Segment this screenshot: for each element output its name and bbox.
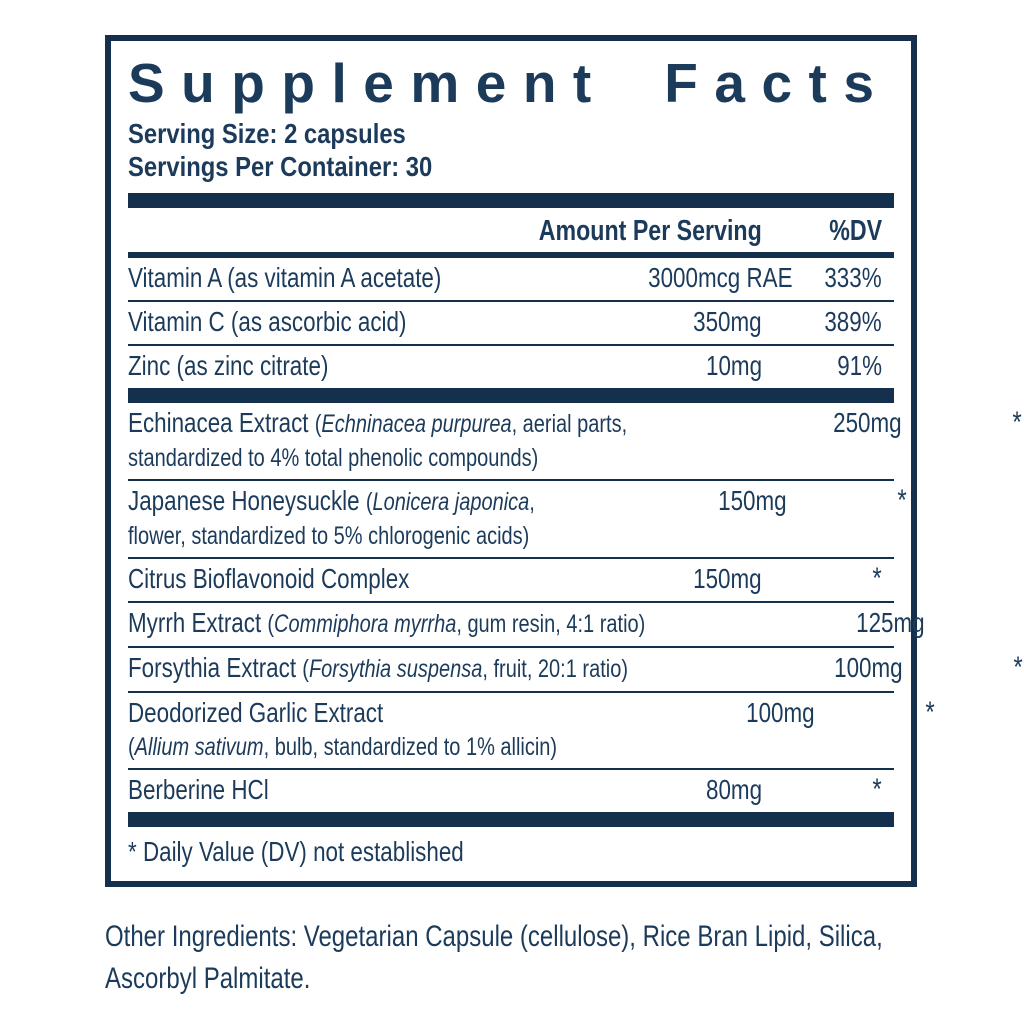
ingredient-row: Echinacea Extract (Echninacea purpurea, … xyxy=(128,403,1022,481)
ingredient-amount: 350mg xyxy=(693,306,763,337)
ingredient-row: Berberine HCl 80mg * xyxy=(128,770,894,812)
ingredient-dv: * xyxy=(1012,406,1022,439)
ingredient-amount: 100mg xyxy=(834,652,903,683)
ingredient-name-line: (Allium sativum, bulb, standardized to 1… xyxy=(128,733,558,761)
ingredient-row: Forsythia Extract (Forsythia suspensa, f… xyxy=(128,648,1023,693)
dv-footnote: * Daily Value (DV) not established xyxy=(128,836,464,867)
divider-bar xyxy=(128,812,894,827)
ingredient-dv: * xyxy=(925,696,935,729)
ingredient-name-line: Berberine HCl xyxy=(128,774,269,805)
ingredient-amount: 80mg xyxy=(705,774,762,805)
ingredient-name: Deodorized Garlic Extract (Allium sativum… xyxy=(128,696,664,763)
ingredient-dv: 333% xyxy=(824,262,882,293)
ingredient-row: Citrus Bioflavonoid Complex 150mg * xyxy=(128,559,894,603)
ingredient-dv: * xyxy=(897,484,907,517)
ingredient-row: Myrrh Extract (Commiphora myrrha, gum re… xyxy=(128,603,925,648)
ingredient-row: Japanese Honeysuckle (Lonicera japonica,… xyxy=(128,481,907,559)
ingredient-rows: Vitamin A (as vitamin A acetate) 3000mcg … xyxy=(128,258,1023,827)
other-ingredients: Other Ingredients: Vegetarian Capsule (c… xyxy=(105,920,883,995)
ingredient-dv: * xyxy=(925,606,1024,640)
ingredient-row: Vitamin A (as vitamin A acetate) 3000mcg … xyxy=(128,258,894,302)
ingredient-name-line: Myrrh Extract (Commiphora myrrha, gum re… xyxy=(128,607,646,638)
ingredient-name-line: Vitamin C (as ascorbic acid) xyxy=(128,306,407,337)
ingredient-name: Japanese Honeysuckle (Lonicera japonica,… xyxy=(128,484,637,552)
ingredient-amount: 250mg xyxy=(833,407,902,438)
ingredient-name-line: Japanese Honeysuckle (Lonicera japonica, xyxy=(128,485,535,516)
ingredient-row: Zinc (as zinc citrate) 10mg 91% xyxy=(128,346,894,388)
serving-size: Serving Size: 2 capsules xyxy=(128,118,406,149)
ingredient-name-line: flower, standardized to 5% chlorogenic a… xyxy=(128,522,530,550)
ingredient-dv: * xyxy=(872,562,882,595)
ingredient-name-line: Echinacea Extract (Echninacea purpurea, … xyxy=(128,407,628,438)
supplement-facts-panel: Supplement Facts Serving Size: 2 capsule… xyxy=(105,35,1023,887)
ingredient-name-line: Citrus Bioflavonoid Complex xyxy=(128,563,410,594)
ingredient-amount: 125mg xyxy=(856,607,925,638)
ingredient-row: Vitamin C (as ascorbic acid) 350mg 389% xyxy=(128,302,894,346)
ingredient-name: Forsythia Extract (Forsythia suspensa, f… xyxy=(128,651,753,686)
ingredient-dv: * xyxy=(872,773,882,806)
ingredient-name-line: Forsythia Extract (Forsythia suspensa, f… xyxy=(128,652,628,683)
divider-bar xyxy=(128,388,894,403)
ingredient-dv: 91% xyxy=(837,350,882,381)
ingredient-dv: 389% xyxy=(824,306,882,337)
header-percent-dv: %DV xyxy=(829,215,882,247)
ingredient-name: Echinacea Extract (Echninacea purpurea, … xyxy=(128,406,752,474)
ingredient-amount: 150mg xyxy=(693,563,763,594)
divider-bar-top xyxy=(128,193,894,208)
serving-info: Serving Size: 2 capsules Servings Per Co… xyxy=(128,117,894,183)
ingredient-name-line: Deodorized Garlic Extract xyxy=(128,697,384,728)
ingredient-amount: 10mg xyxy=(705,350,762,381)
ingredient-name: Zinc (as zinc citrate) xyxy=(128,349,612,383)
servings-per-container: Servings Per Container: 30 xyxy=(128,151,433,182)
ingredient-amount: 150mg xyxy=(718,485,787,516)
header-rule xyxy=(128,252,894,258)
ingredient-name-line: Zinc (as zinc citrate) xyxy=(128,350,329,381)
ingredient-dv: * xyxy=(1013,651,1023,684)
ingredient-row: Deodorized Garlic Extract (Allium sativum… xyxy=(128,693,934,770)
ingredient-name-line: Vitamin A (as vitamin A acetate) xyxy=(128,262,442,293)
table-header: Amount Per Serving %DV xyxy=(128,208,894,252)
ingredient-name: Vitamin A (as vitamin A acetate) xyxy=(128,261,612,295)
ingredient-name: Vitamin C (as ascorbic acid) xyxy=(128,305,612,339)
ingredient-name: Myrrh Extract (Commiphora myrrha, gum re… xyxy=(128,606,775,641)
ingredient-amount: 3000mcg RAE xyxy=(648,262,793,293)
ingredient-amount: 100mg xyxy=(745,697,815,728)
ingredient-name: Berberine HCl xyxy=(128,773,612,807)
ingredient-name-line: standardized to 4% total phenolic compou… xyxy=(128,444,539,472)
panel-content: Supplement Facts Serving Size: 2 capsule… xyxy=(128,52,1023,868)
ingredient-name: Citrus Bioflavonoid Complex xyxy=(128,562,612,596)
header-amount-per-serving: Amount Per Serving xyxy=(538,215,762,247)
panel-title: Supplement Facts xyxy=(128,52,891,114)
